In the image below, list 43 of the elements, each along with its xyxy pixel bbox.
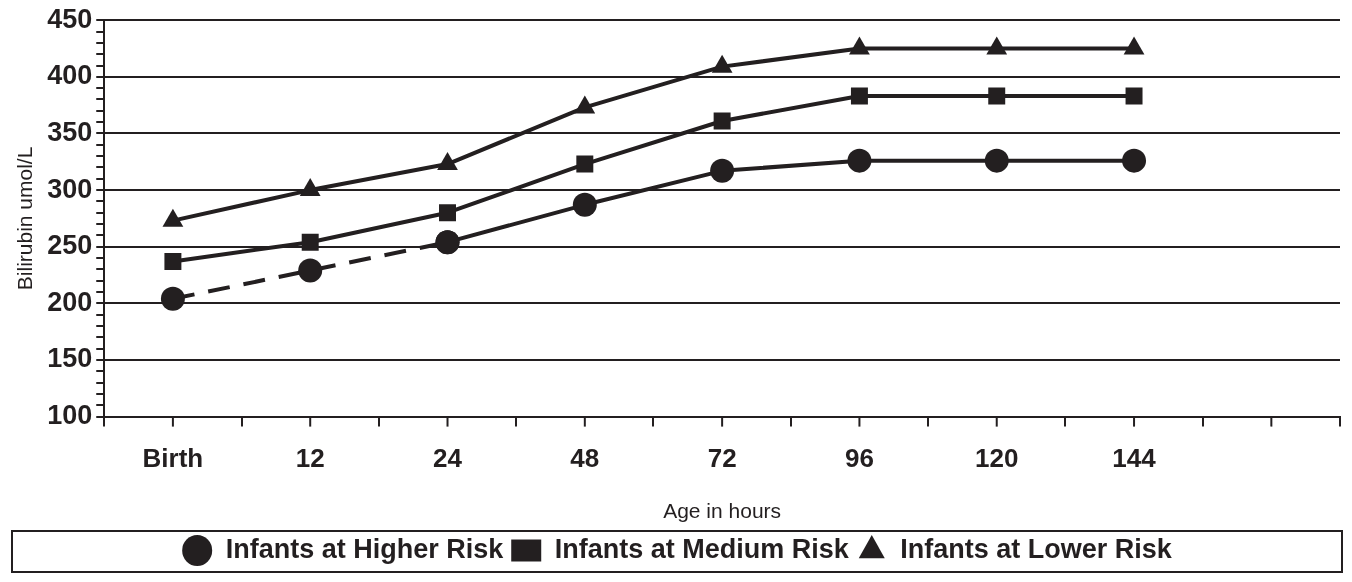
point	[710, 158, 735, 183]
x-tick-label: 96	[844, 443, 874, 474]
point	[435, 230, 460, 255]
point	[572, 192, 597, 217]
point	[711, 54, 733, 73]
point	[847, 148, 872, 173]
x-tick-label: 120	[975, 443, 1019, 474]
point	[988, 87, 1006, 105]
point	[850, 87, 868, 105]
y-tick-label: 300	[47, 173, 93, 204]
y-axis-title: Bilirubin umol/L	[13, 146, 37, 291]
x-tick-label: 12	[295, 443, 325, 474]
x-tick-label: 48	[570, 443, 600, 474]
point	[576, 155, 594, 173]
y-tick-label: 350	[47, 116, 93, 147]
point	[164, 252, 182, 270]
y-tick-label: 100	[47, 400, 93, 431]
y-tick-label: 150	[47, 343, 93, 374]
legend-label: Infants at Medium Risk	[554, 533, 850, 564]
y-tick-label: 250	[47, 230, 93, 261]
point	[849, 36, 870, 55]
y-tick-label: 200	[47, 286, 93, 317]
legend-label: Infants at Higher Risk	[225, 533, 505, 564]
x-tick-label: 144	[1112, 443, 1157, 474]
x-tick-label: Birth	[142, 443, 204, 474]
point	[713, 112, 731, 130]
point	[160, 286, 185, 311]
point	[439, 204, 456, 222]
point	[1125, 87, 1143, 105]
point	[437, 152, 458, 171]
point	[984, 148, 1009, 173]
x-tick-label: 72	[707, 443, 737, 474]
y-tick-label: 450	[47, 3, 93, 34]
y-tick-label: 400	[47, 60, 93, 91]
point	[1123, 36, 1145, 55]
point	[986, 36, 1008, 55]
point	[1122, 148, 1147, 173]
point	[301, 233, 319, 251]
x-tick-label: 24	[433, 443, 463, 474]
x-axis-title: Age in hours	[663, 499, 782, 523]
point	[574, 95, 596, 114]
legend-label: Infants at Lower Risk	[900, 533, 1173, 564]
point	[298, 258, 323, 283]
